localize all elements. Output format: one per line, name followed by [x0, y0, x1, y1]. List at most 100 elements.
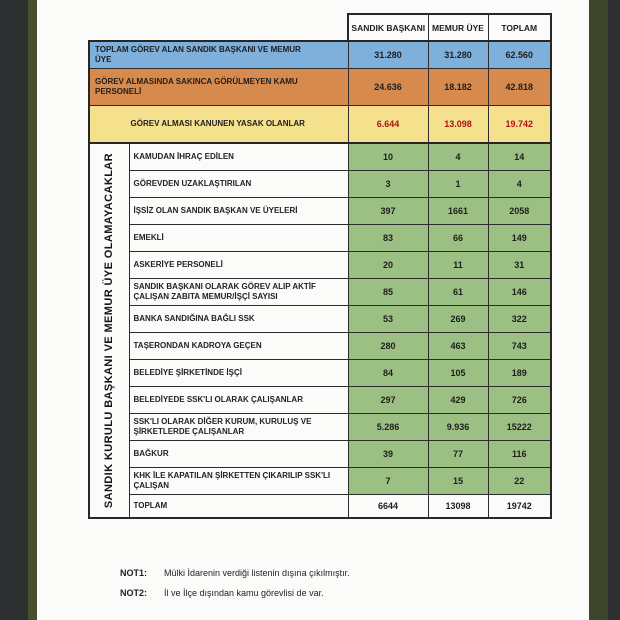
detail-value-cell: 269: [427, 304, 489, 333]
detail-value-cell: 189: [487, 358, 552, 387]
summary-row-label: GÖREV ALMASINDA SAKINCA GÖRÜLMEYEN KAMU …: [88, 67, 349, 106]
summary-value-cell: 42.818: [487, 67, 552, 106]
detail-value-cell: 463: [427, 331, 489, 360]
detail-value-cell: 15: [427, 466, 489, 495]
detail-value-cell: 116: [487, 439, 552, 468]
summary-value-cell: 19.742: [487, 104, 552, 144]
detail-row-label: ASKERİYE PERSONELİ: [128, 250, 349, 279]
total-row: TOPLAM 6644 13098 19742: [89, 493, 552, 519]
detail-value-cell: 66: [427, 223, 489, 252]
detail-row: GÖREVDEN UZAKLAŞTIRILAN 3 1 4: [89, 169, 552, 198]
summary-row-label: TOPLAM GÖREV ALAN SANDIK BAŞKANI VE MEMU…: [88, 40, 349, 69]
total-value-cell: 6644: [347, 493, 429, 519]
detail-row: TAŞERONDAN KADROYA GEÇEN 280 463 743: [89, 331, 552, 360]
total-value-cell: 13098: [427, 493, 489, 519]
detail-value-cell: 61: [427, 277, 489, 306]
scan-edge-left: [28, 0, 37, 620]
detail-row-label: BAĞKUR: [128, 439, 349, 468]
summary-row-label: GÖREV ALMASI KANUNEN YASAK OLANLAR: [88, 104, 349, 144]
scanned-page: SANDIK BAŞKANI MEMUR ÜYE TOPLAM TOPLAM G…: [37, 0, 589, 620]
detail-value-cell: 84: [347, 358, 429, 387]
detail-row-label: EMEKLİ: [128, 223, 349, 252]
detail-row-label: SANDIK BAŞKANI OLARAK GÖREV ALIP AKTİF Ç…: [128, 277, 349, 306]
detail-value-cell: 11: [427, 250, 489, 279]
group-label-cell: SANDIK KURULU BAŞKANI VE MEMUR ÜYE OLAMA…: [88, 142, 130, 519]
note-2-label: NOT2:: [120, 588, 147, 598]
detail-row-label: BELEDİYE ŞİRKETİNDE İŞÇİ: [128, 358, 349, 387]
detail-value-cell: 397: [347, 196, 429, 225]
summary-row-label-text: TOPLAM GÖREV ALAN SANDIK BAŞKANI VE MEMU…: [95, 44, 301, 64]
detail-value-cell: 105: [427, 358, 489, 387]
detail-row-label: KHK İLE KAPATILAN ŞİRKETTEN ÇIKARILIP SS…: [128, 466, 349, 495]
detail-value-cell: 7: [347, 466, 429, 495]
total-value-cell: 19742: [487, 493, 552, 519]
note-2: NOT2: İl ve İlçe dışından kamu görevlisi…: [120, 588, 350, 598]
column-header-row: SANDIK BAŞKANI MEMUR ÜYE TOPLAM: [347, 13, 552, 42]
note-1: NOT1: Mülki İdarenin verdiği listenin dı…: [120, 568, 350, 578]
col-header-toplam: TOPLAM: [487, 13, 552, 42]
detail-value-cell: 3: [347, 169, 429, 198]
detail-value-cell: 53: [347, 304, 429, 333]
detail-row: BELEDİYE ŞİRKETİNDE İŞÇİ 84 105 189: [89, 358, 552, 387]
detail-value-cell: 15222: [487, 412, 552, 441]
detail-value-cell: 1661: [427, 196, 489, 225]
column-header-table: SANDIK BAŞKANI MEMUR ÜYE TOPLAM: [347, 13, 552, 42]
detail-value-cell: 85: [347, 277, 429, 306]
detail-row: ASKERİYE PERSONELİ 20 11 31: [89, 250, 552, 279]
summary-row-label-text: GÖREV ALMASINDA SAKINCA GÖRÜLMEYEN KAMU …: [95, 76, 298, 96]
detail-row: SSK'LI OLARAK DİĞER KURUM, KURULUŞ VE Şİ…: [89, 412, 552, 441]
detail-row: BAĞKUR 39 77 116: [89, 439, 552, 468]
detail-value-cell: 9.936: [427, 412, 489, 441]
detail-value-cell: 280: [347, 331, 429, 360]
detail-value-cell: 297: [347, 385, 429, 414]
summary-row-label-text: GÖREV ALMASI KANUNEN YASAK OLANLAR: [130, 118, 305, 128]
detail-value-cell: 743: [487, 331, 552, 360]
note-1-label: NOT1:: [120, 568, 147, 578]
summary-value-cell: 62.560: [487, 40, 552, 69]
detail-row: SANDIK BAŞKANI OLARAK GÖREV ALIP AKTİF Ç…: [89, 277, 552, 306]
note-1-text: Mülki İdarenin verdiği listenin dışına ç…: [164, 568, 350, 578]
detail-value-cell: 1: [427, 169, 489, 198]
detail-value-cell: 146: [487, 277, 552, 306]
detail-row: EMEKLİ 83 66 149: [89, 223, 552, 252]
summary-value-cell: 6.644: [347, 104, 429, 144]
detail-value-cell: 22: [487, 466, 552, 495]
detail-row-label: KAMUDAN İHRAÇ EDİLEN: [128, 142, 349, 171]
detail-value-cell: 4: [427, 142, 489, 171]
detail-row: BELEDİYEDE SSK'LI OLARAK ÇALIŞANLAR 297 42…: [89, 385, 552, 414]
col-header-memur-uye: MEMUR ÜYE: [427, 13, 489, 42]
notes-section: NOT1: Mülki İdarenin verdiği listenin dı…: [120, 568, 350, 608]
detail-row-label: BANKA SANDIĞINA BAĞLI SSK: [128, 304, 349, 333]
detail-row: İŞSİZ OLAN SANDIK BAŞKAN VE ÜYELERİ 397 16…: [89, 196, 552, 225]
detail-row-label: TAŞERONDAN KADROYA GEÇEN: [128, 331, 349, 360]
detail-row: SANDIK KURULU BAŞKANI VE MEMUR ÜYE OLAMA…: [88, 142, 552, 519]
detail-row: BANKA SANDIĞINA BAĞLI SSK 53 269 322: [89, 304, 552, 333]
summary-value-cell: 24.636: [347, 67, 429, 106]
detail-table: SANDIK KURULU BAŞKANI VE MEMUR ÜYE OLAMA…: [88, 142, 552, 519]
detail-value-cell: 83: [347, 223, 429, 252]
summary-row-blue: TOPLAM GÖREV ALAN SANDIK BAŞKANI VE MEMU…: [88, 40, 552, 69]
detail-value-cell: 31: [487, 250, 552, 279]
detail-value-cell: 10: [347, 142, 429, 171]
detail-value-cell: 14: [487, 142, 552, 171]
detail-value-cell: 5.286: [347, 412, 429, 441]
detail-value-cell: 77: [427, 439, 489, 468]
summary-row-orange: GÖREV ALMASINDA SAKINCA GÖRÜLMEYEN KAMU …: [88, 67, 552, 106]
detail-row-label: İŞSİZ OLAN SANDIK BAŞKAN VE ÜYELERİ: [128, 196, 349, 225]
summary-value-cell: 13.098: [427, 104, 489, 144]
detail-value-cell: 20: [347, 250, 429, 279]
total-row-label: TOPLAM: [128, 493, 349, 519]
note-2-text: İl ve İlçe dışından kamu görevlisi de va…: [164, 588, 324, 598]
summary-value-cell: 31.280: [427, 40, 489, 69]
detail-value-cell: 4: [487, 169, 552, 198]
scan-edge-right: [589, 0, 608, 620]
detail-value-cell: 429: [427, 385, 489, 414]
detail-row: KHK İLE KAPATILAN ŞİRKETTEN ÇIKARILIP SS…: [89, 466, 552, 495]
group-label-vertical: SANDIK KURULU BAŞKANI VE MEMUR ÜYE OLAMA…: [103, 152, 116, 509]
detail-value-cell: 726: [487, 385, 552, 414]
detail-value-cell: 149: [487, 223, 552, 252]
summary-value-cell: 18.182: [427, 67, 489, 106]
detail-row-label: GÖREVDEN UZAKLAŞTIRILAN: [128, 169, 349, 198]
detail-row-label: SSK'LI OLARAK DİĞER KURUM, KURULUŞ VE Şİ…: [128, 412, 349, 441]
